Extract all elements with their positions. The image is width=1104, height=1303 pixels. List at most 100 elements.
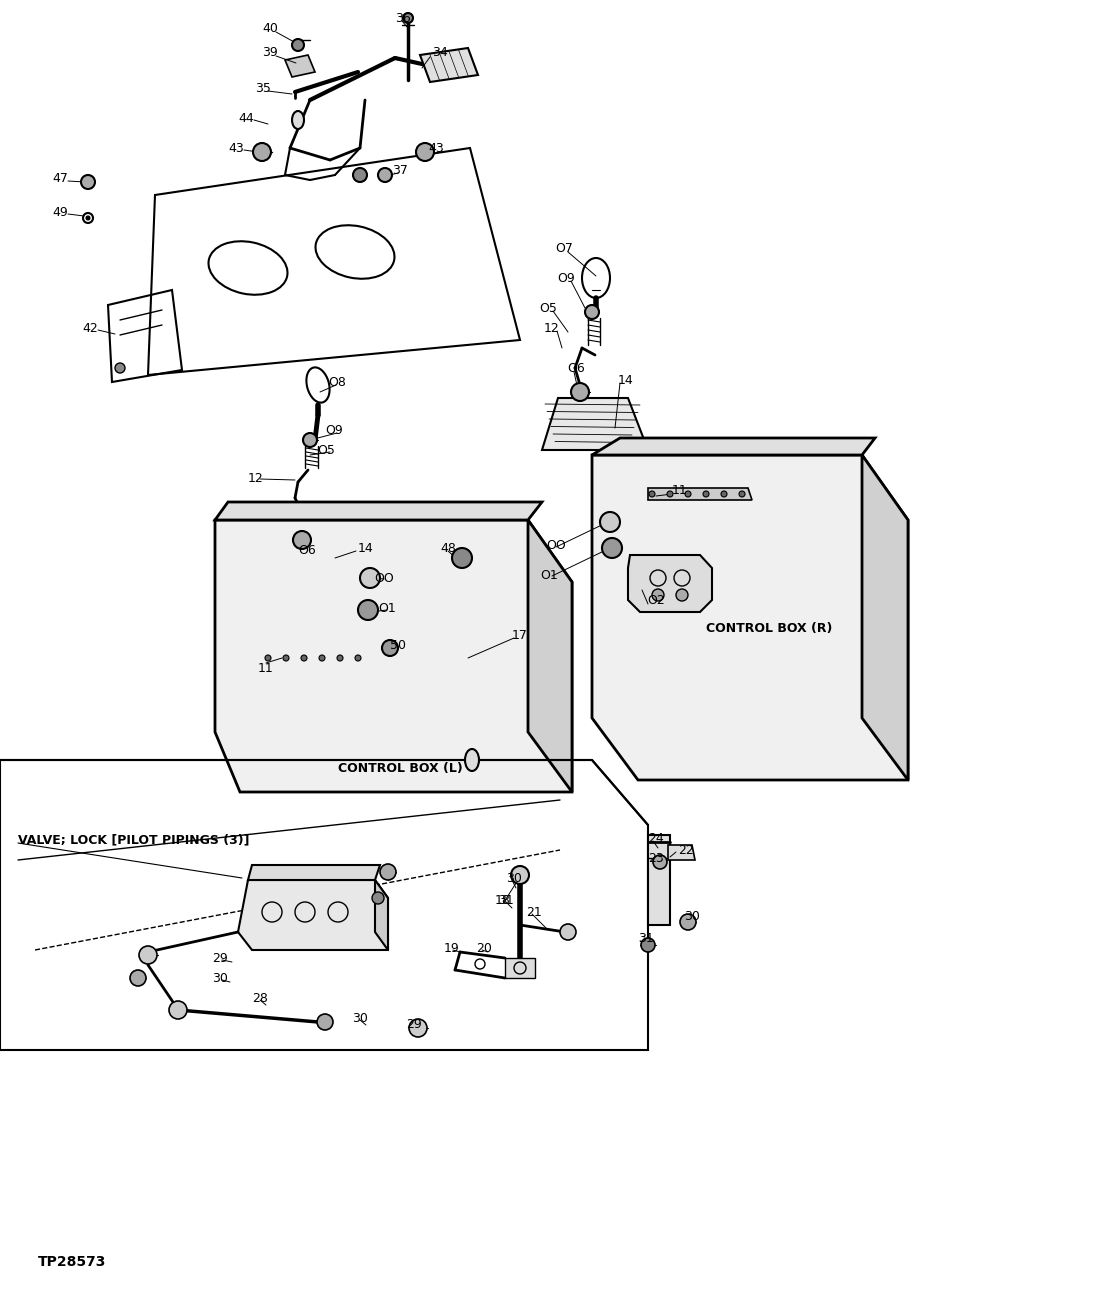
- Text: TP28573: TP28573: [38, 1255, 106, 1269]
- Polygon shape: [648, 489, 752, 500]
- Circle shape: [680, 913, 696, 930]
- Circle shape: [684, 491, 691, 496]
- Polygon shape: [628, 555, 712, 612]
- Circle shape: [360, 568, 380, 588]
- Bar: [505, 958, 535, 979]
- Circle shape: [676, 589, 688, 601]
- Circle shape: [353, 168, 367, 182]
- Text: O9: O9: [325, 423, 342, 437]
- Circle shape: [253, 143, 270, 162]
- Text: 31: 31: [498, 894, 513, 907]
- Text: 24: 24: [648, 831, 664, 844]
- Circle shape: [302, 433, 317, 447]
- Text: 17: 17: [512, 628, 528, 641]
- Circle shape: [652, 855, 667, 869]
- Polygon shape: [592, 438, 875, 455]
- Polygon shape: [542, 397, 648, 450]
- Polygon shape: [528, 520, 572, 792]
- Circle shape: [652, 589, 664, 601]
- Text: 30: 30: [506, 872, 522, 885]
- Text: 43: 43: [428, 142, 444, 155]
- Circle shape: [81, 175, 95, 189]
- Circle shape: [408, 1019, 427, 1037]
- Text: O5: O5: [539, 301, 556, 314]
- Polygon shape: [285, 55, 315, 77]
- Text: O5: O5: [317, 443, 335, 456]
- Text: 43: 43: [229, 142, 244, 155]
- Text: OO: OO: [546, 538, 565, 551]
- Text: OO: OO: [374, 572, 394, 585]
- Circle shape: [378, 168, 392, 182]
- Text: 14: 14: [358, 542, 374, 555]
- Text: 28: 28: [252, 992, 268, 1005]
- Circle shape: [739, 491, 745, 496]
- Circle shape: [585, 305, 599, 319]
- Text: 42: 42: [82, 322, 98, 335]
- Polygon shape: [262, 652, 364, 665]
- Circle shape: [667, 491, 673, 496]
- Circle shape: [169, 1001, 187, 1019]
- Bar: [648, 835, 670, 925]
- Circle shape: [560, 924, 576, 939]
- Text: 12: 12: [544, 322, 560, 335]
- Circle shape: [416, 143, 434, 162]
- Text: 31: 31: [638, 932, 654, 945]
- Text: 50: 50: [390, 638, 406, 652]
- Polygon shape: [862, 455, 907, 780]
- Polygon shape: [248, 865, 380, 880]
- Text: O9: O9: [558, 271, 575, 284]
- Text: 48: 48: [440, 542, 456, 555]
- Circle shape: [130, 969, 146, 986]
- Circle shape: [721, 491, 728, 496]
- Circle shape: [403, 13, 413, 23]
- Text: 19: 19: [444, 942, 459, 955]
- Text: 21: 21: [526, 906, 542, 919]
- Text: 12: 12: [248, 472, 264, 485]
- Polygon shape: [668, 846, 696, 860]
- Text: 34: 34: [432, 46, 448, 59]
- Circle shape: [301, 655, 307, 661]
- Text: 37: 37: [392, 163, 407, 176]
- Text: 47: 47: [52, 172, 67, 185]
- Text: CONTROL BOX (L): CONTROL BOX (L): [338, 761, 463, 774]
- Circle shape: [139, 946, 157, 964]
- Text: 30: 30: [352, 1011, 368, 1024]
- Circle shape: [355, 655, 361, 661]
- Circle shape: [452, 549, 473, 568]
- Polygon shape: [420, 48, 478, 82]
- Text: O6: O6: [298, 543, 316, 556]
- Circle shape: [358, 599, 378, 620]
- Text: 20: 20: [476, 942, 492, 955]
- Text: 49: 49: [52, 206, 67, 219]
- Circle shape: [337, 655, 343, 661]
- Circle shape: [511, 866, 529, 883]
- Text: 11: 11: [672, 483, 688, 496]
- Text: CONTROL BOX (R): CONTROL BOX (R): [705, 622, 832, 635]
- Ellipse shape: [291, 111, 304, 129]
- Polygon shape: [215, 520, 572, 792]
- Text: 30: 30: [684, 909, 700, 923]
- Text: 18: 18: [495, 894, 511, 907]
- Polygon shape: [238, 880, 388, 950]
- Circle shape: [380, 864, 396, 880]
- Circle shape: [649, 491, 655, 496]
- Text: 29: 29: [212, 951, 227, 964]
- Text: VALVE; LOCK [PILOT PIPINGS (3)]: VALVE; LOCK [PILOT PIPINGS (3)]: [18, 834, 250, 847]
- Text: O7: O7: [555, 241, 573, 254]
- Text: 22: 22: [678, 843, 693, 856]
- Circle shape: [602, 538, 622, 558]
- Circle shape: [319, 655, 325, 661]
- Text: O1: O1: [378, 602, 395, 615]
- Text: 40: 40: [262, 22, 278, 34]
- Text: 14: 14: [618, 374, 634, 387]
- Circle shape: [641, 938, 655, 952]
- Text: 11: 11: [258, 662, 274, 675]
- Circle shape: [703, 491, 709, 496]
- Circle shape: [283, 655, 289, 661]
- Ellipse shape: [465, 749, 479, 771]
- Circle shape: [265, 655, 270, 661]
- Circle shape: [571, 383, 590, 401]
- Circle shape: [291, 39, 304, 51]
- Text: 23: 23: [648, 851, 664, 864]
- Circle shape: [317, 1014, 333, 1029]
